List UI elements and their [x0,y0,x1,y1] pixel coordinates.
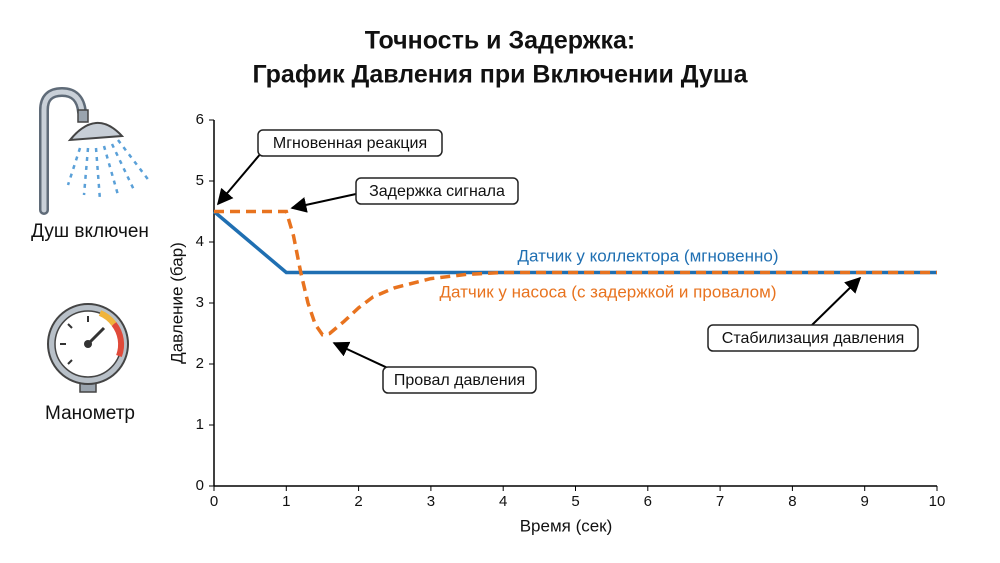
annotation-arrow [216,151,263,206]
icon-label: Душ включен [31,221,149,242]
x-tick-label: 4 [499,493,507,510]
x-tick-label: 7 [716,493,724,510]
x-tick-label: 10 [929,493,946,510]
legend-label: Датчик у насоса (с задержкой и провалом) [440,282,777,301]
y-tick-label: 1 [196,416,204,433]
x-tick-label: 2 [354,493,362,510]
annotation-arrow [290,193,357,213]
y-tick-label: 2 [196,355,204,372]
x-tick-label: 6 [644,493,652,510]
x-tick-label: 5 [571,493,579,510]
annotation-arrow [811,276,862,326]
x-tick-label: 8 [788,493,796,510]
series-line [214,209,937,337]
x-tick-label: 3 [427,493,435,510]
annotation-box [355,177,519,205]
annotation-arrow [332,341,393,371]
annotation-box [382,366,537,394]
y-tick-label: 6 [196,111,204,128]
y-axis-label: Давление (бар) [167,242,186,364]
chart-title: Точность и Задержка: [365,27,635,55]
annotation-text: Задержка сигнала [369,183,505,200]
icon-label: Манометр [45,403,135,424]
y-tick-label: 3 [196,294,204,311]
annotation-box [707,324,919,352]
annotation-box [257,129,443,157]
annotation-text: Провал давления [394,372,525,389]
x-tick-label: 9 [861,493,869,510]
gauge-icon [47,303,129,393]
y-tick-label: 5 [196,172,204,189]
legend-label: Датчик у коллектора (мгновенно) [517,246,778,265]
annotation-text: Мгновенная реакция [273,135,427,152]
x-tick-label: 0 [210,493,218,510]
chart-subtitle: График Давления при Включении Душа [252,61,748,89]
x-axis-label: Время (сек) [520,516,613,535]
y-tick-label: 0 [196,477,204,494]
x-tick-label: 1 [282,493,290,510]
y-tick-label: 4 [196,233,204,250]
annotation-text: Стабилизация давления [722,330,904,347]
shower-icon [39,86,151,215]
